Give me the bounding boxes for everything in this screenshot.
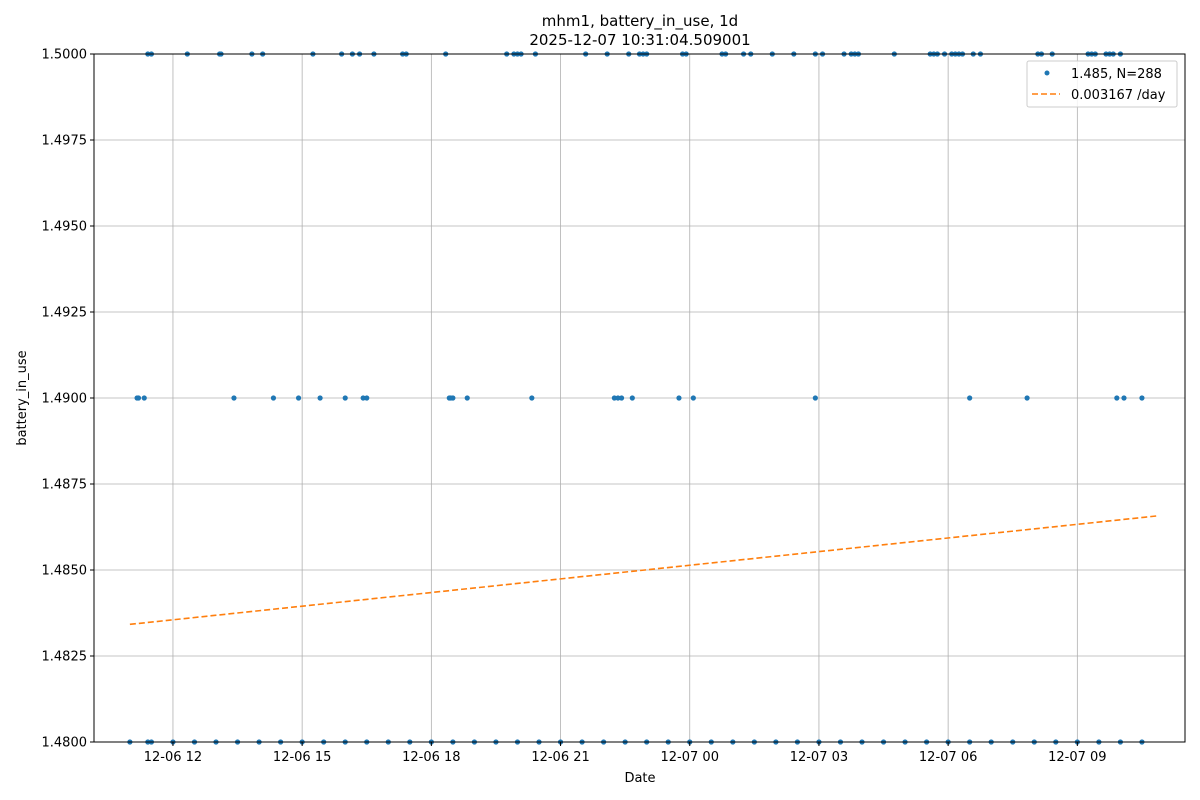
grid-lines [94,53,1185,743]
scatter-point [529,395,535,401]
scatter-point [464,395,470,401]
scatter-point [364,395,370,401]
y-tick-label: 1.4900 [42,392,88,407]
y-tick-label: 1.4825 [42,650,88,665]
legend-scatter-marker [1044,70,1050,76]
x-tick-label: 12-07 06 [919,750,977,765]
scatter-point [317,395,323,401]
scatter-point [231,395,237,401]
x-axis: 12-06 12 12-06 15 12-06 18 12-06 21 12-07 00… [144,742,1107,765]
scatter-point [629,395,635,401]
y-tick-label: 1.4800 [42,736,88,751]
scatter-point [342,395,348,401]
legend-box [1026,60,1178,108]
scatter-point [295,395,302,401]
scatter-point [1114,395,1120,401]
legend-label-trend: 0.003167 /day [1071,88,1166,103]
x-axis-label: Date [624,771,655,786]
scatter-point [1121,395,1127,401]
scatter-point [615,395,621,401]
x-tick-label: 12-06 18 [402,750,460,765]
scatter-point [141,395,147,401]
scatter-point [812,395,818,401]
chart-subtitle: 2025-12-07 10:31:04.509001 [529,31,751,49]
legend: 1.485, N=288 0.003167 /day [1026,60,1178,108]
y-axis: 1.4800 1.4825 1.4850 1.4875 1.4900 1.4925 1.49… [42,48,94,751]
scatter-point [1139,395,1145,401]
scatter-point [360,395,366,401]
scatter-point [611,395,617,401]
legend-label-scatter: 1.485, N=288 [1071,67,1162,82]
trend-line-series [129,515,1157,626]
x-tick-label: 12-06 15 [273,750,331,765]
x-tick-label: 12-07 09 [1048,750,1106,765]
y-tick-label: 1.4925 [42,306,88,321]
scatter-point [1024,395,1030,401]
scatter-point [270,395,277,401]
trend-line [129,515,1157,626]
chart-title: mhm1, battery_in_use, 1d [541,12,739,30]
y-axis-label: battery_in_use [15,350,30,445]
x-tick-label: 12-06 21 [531,750,589,765]
scatter-point [618,395,625,401]
scatter-point [967,395,973,401]
scatter-point [676,395,682,401]
y-tick-label: 1.4850 [42,564,88,579]
y-tick-label: 1.5000 [42,48,88,63]
scatter-point [135,395,142,401]
x-tick-label: 12-06 12 [144,750,202,765]
scatter-point [450,395,456,401]
scatter-point [690,395,696,401]
x-tick-label: 12-07 00 [661,750,719,765]
x-tick-label: 12-07 03 [790,750,848,765]
y-tick-label: 1.4950 [42,220,88,235]
y-tick-label: 1.4975 [42,134,88,149]
y-tick-label: 1.4875 [42,478,88,493]
